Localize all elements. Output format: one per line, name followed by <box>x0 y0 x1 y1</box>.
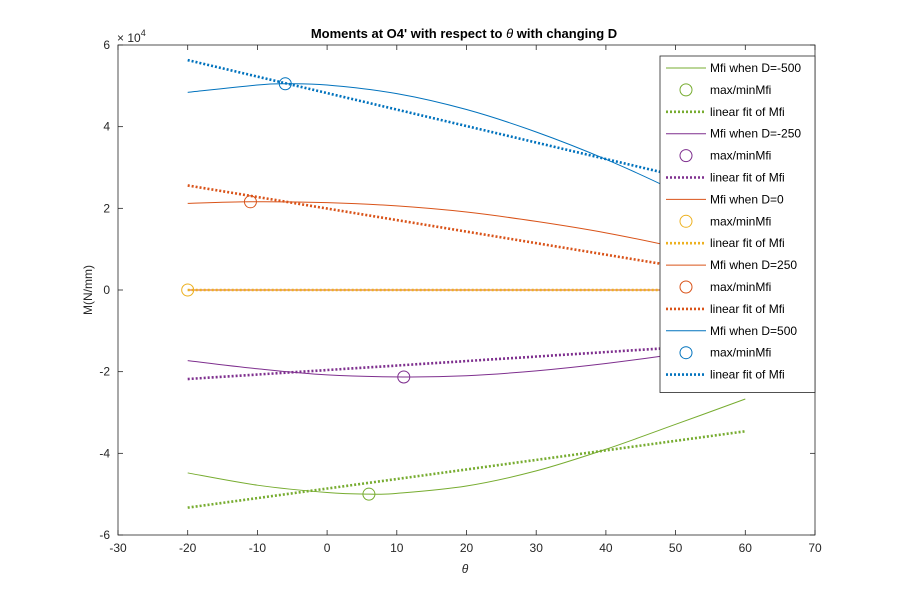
legend-label: Mfi when D=-250 <box>710 127 801 141</box>
x-tick-label: 60 <box>739 541 753 555</box>
legend-label: linear fit of Mfi <box>710 302 785 316</box>
legend-entry: linear fit of Mfi <box>666 171 785 185</box>
y-tick-label: 0 <box>103 283 110 297</box>
series-group-2 <box>181 283 746 297</box>
title-prefix: Moments at O4' with respect to <box>311 26 506 41</box>
legend-entry: max/minMfi <box>679 214 771 228</box>
legend-label: Mfi when D=500 <box>710 324 797 338</box>
legend-label: max/minMfi <box>710 83 771 97</box>
x-tick-label: 50 <box>669 541 683 555</box>
legend-label: linear fit of Mfi <box>710 171 785 185</box>
series-group-1 <box>187 341 746 384</box>
x-tick-label: 10 <box>390 541 404 555</box>
y-tick-label: 4 <box>103 120 110 134</box>
legend-entry: Mfi when D=-500 <box>666 61 801 75</box>
legend-entry: linear fit of Mfi <box>666 368 785 382</box>
title-suffix: with changing D <box>513 26 617 41</box>
y-tick-label: -4 <box>99 446 110 460</box>
y-axis-label: M(N/mm) <box>81 265 95 315</box>
series-group-4 <box>187 58 746 228</box>
legend-entry: max/minMfi <box>679 280 771 294</box>
series-layer <box>181 58 746 509</box>
series-line-4 <box>187 83 746 228</box>
legend-entry: Mfi when D=250 <box>666 258 797 272</box>
y-tick-label: 2 <box>103 201 110 215</box>
legend-label: Mfi when D=-500 <box>710 61 801 75</box>
x-tick-label: -20 <box>179 541 197 555</box>
legend-entry: max/minMfi <box>679 346 771 360</box>
legend-label: Mfi when D=250 <box>710 258 797 272</box>
x-tick-label: 40 <box>599 541 613 555</box>
legend-entry: linear fit of Mfi <box>666 302 785 316</box>
legend-label: linear fit of Mfi <box>710 105 785 119</box>
x-tick-label: 70 <box>808 541 822 555</box>
y-exponent-label: × 104 <box>117 28 146 45</box>
max-min-marker-1 <box>397 370 411 384</box>
y-tick-label: -2 <box>99 365 110 379</box>
legend-label: max/minMfi <box>710 149 771 163</box>
legend-label: linear fit of Mfi <box>710 368 785 382</box>
series-group-3 <box>187 184 746 280</box>
legend-label: max/minMfi <box>710 214 771 228</box>
title-symbol: θ <box>506 26 513 41</box>
max-min-marker-0 <box>362 487 376 501</box>
legend-swatch-marker <box>679 83 693 97</box>
y-tick-label: 6 <box>103 38 110 52</box>
legend-entry: max/minMfi <box>679 83 771 97</box>
fit-line-1 <box>187 341 746 381</box>
legend-label: max/minMfi <box>710 280 771 294</box>
series-line-0 <box>187 398 746 495</box>
series-group-0 <box>187 398 746 509</box>
legend-swatch-marker <box>679 280 693 294</box>
legend-label: max/minMfi <box>710 346 771 360</box>
fit-line-4 <box>187 58 746 194</box>
x-tick-label: 30 <box>530 541 544 555</box>
x-tick-label: -10 <box>249 541 267 555</box>
x-tick-label: 0 <box>324 541 331 555</box>
chart-title: Moments at O4' with respect to θ with ch… <box>311 26 617 41</box>
max-min-marker-2 <box>181 283 195 297</box>
series-line-1 <box>187 342 746 378</box>
max-min-marker-3 <box>243 195 257 209</box>
legend: Mfi when D=-500 max/minMfi linear fit of M… <box>659 55 816 393</box>
legend-swatch-marker <box>679 149 693 163</box>
legend-entry: linear fit of Mfi <box>666 105 785 119</box>
legend-box <box>659 55 816 393</box>
legend-entry: Mfi when D=-250 <box>666 127 801 141</box>
legend-entry: linear fit of Mfi <box>666 236 785 250</box>
x-tick-label: 20 <box>460 541 474 555</box>
x-axis-label: θ <box>462 562 469 576</box>
max-min-marker-4 <box>278 77 292 91</box>
x-tick-label: -30 <box>109 541 127 555</box>
legend-entry: max/minMfi <box>679 149 771 163</box>
legend-entry: Mfi when D=0 <box>666 192 784 206</box>
legend-label: Mfi when D=0 <box>710 192 784 206</box>
legend-swatch-marker <box>679 214 693 228</box>
legend-label: linear fit of Mfi <box>710 236 785 250</box>
y-tick-label: -6 <box>99 528 110 542</box>
legend-swatch-marker <box>679 346 693 360</box>
legend-entry: Mfi when D=500 <box>666 324 797 338</box>
fit-line-0 <box>187 429 746 509</box>
